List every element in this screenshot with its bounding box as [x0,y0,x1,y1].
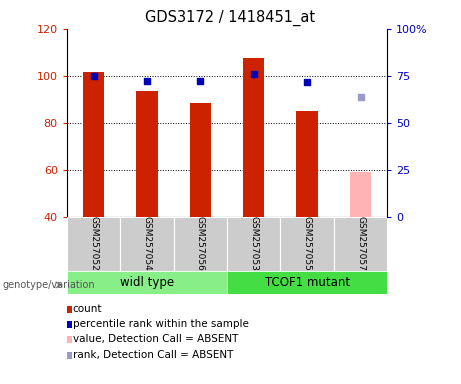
Text: GDS3172 / 1418451_at: GDS3172 / 1418451_at [145,10,316,26]
Text: GSM257054: GSM257054 [142,217,152,271]
Bar [189,103,211,217]
Point [250,71,257,77]
Text: TCOF1 mutant: TCOF1 mutant [265,276,350,289]
Text: widl type: widl type [120,276,174,289]
Bar [350,172,371,217]
Bar [83,72,104,217]
Point [357,93,364,99]
Bar [227,217,280,271]
Bar [136,91,158,217]
Bar [120,217,174,271]
Bar [67,217,120,271]
Text: value, Detection Call = ABSENT: value, Detection Call = ABSENT [73,334,238,344]
Text: GSM257052: GSM257052 [89,217,98,271]
Bar [174,217,227,271]
Bar [67,271,227,294]
Text: genotype/variation: genotype/variation [2,280,95,290]
Bar [334,217,387,271]
Point [90,73,97,79]
Bar [227,271,387,294]
Bar [243,58,265,217]
Bar [280,217,334,271]
Text: GSM257057: GSM257057 [356,217,365,271]
Point [303,79,311,86]
Text: percentile rank within the sample: percentile rank within the sample [73,319,248,329]
Text: GSM257056: GSM257056 [196,217,205,271]
Bar [296,111,318,217]
Text: count: count [73,304,102,314]
Text: GSM257053: GSM257053 [249,217,258,271]
Text: rank, Detection Call = ABSENT: rank, Detection Call = ABSENT [73,350,233,360]
Point [143,78,151,84]
Point [197,78,204,84]
Text: GSM257055: GSM257055 [302,217,312,271]
